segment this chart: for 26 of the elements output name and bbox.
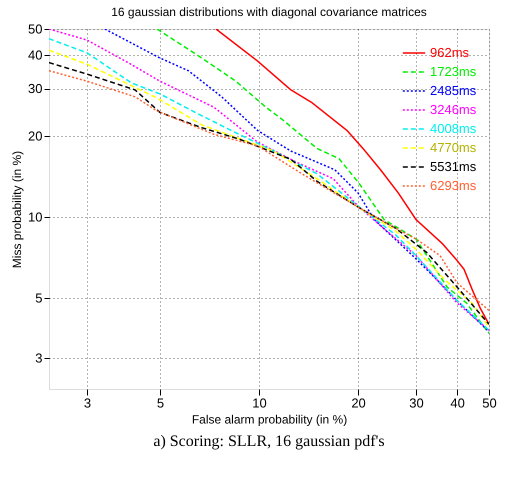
x-tick-label: 40 (450, 396, 465, 410)
legend-label: 2485ms (430, 83, 477, 98)
y-tick-label: 3 (35, 350, 42, 366)
legend-label: 962ms (430, 45, 470, 60)
text: a) Scoring: SLLR, 16 gaussian pdf's (153, 433, 385, 450)
y-tick-label: 10 (28, 210, 42, 225)
legend-label: 3246ms (430, 102, 477, 117)
legend-label: 4008ms (430, 121, 477, 136)
y-tick-label: 50 (28, 22, 42, 36)
y-axis-title: Miss probability (in %) (10, 150, 24, 268)
y-tick-label: 40 (28, 48, 42, 63)
y-tick-label: 5 (35, 290, 42, 306)
legend-label: 1723ms (430, 64, 477, 79)
x-tick-label: 50 (482, 396, 497, 410)
x-tick-label: 30 (409, 396, 424, 410)
x-tick-label: 5 (156, 396, 164, 410)
legend-label: 5531ms (430, 159, 477, 174)
x-tick-label: 20 (351, 396, 366, 410)
x-tick-label: 3 (84, 396, 92, 410)
x-tick-label: 10 (252, 396, 267, 410)
legend-label: 4770ms (430, 140, 477, 155)
chart-title: 16 gaussian distributions with diagonal covariance matrices (111, 5, 427, 19)
y-tick-label: 30 (28, 81, 42, 96)
legend-label: 6293ms (430, 178, 477, 193)
y-tick-label: 20 (28, 128, 42, 144)
x-axis-title: False alarm probability (in %) (192, 412, 348, 426)
